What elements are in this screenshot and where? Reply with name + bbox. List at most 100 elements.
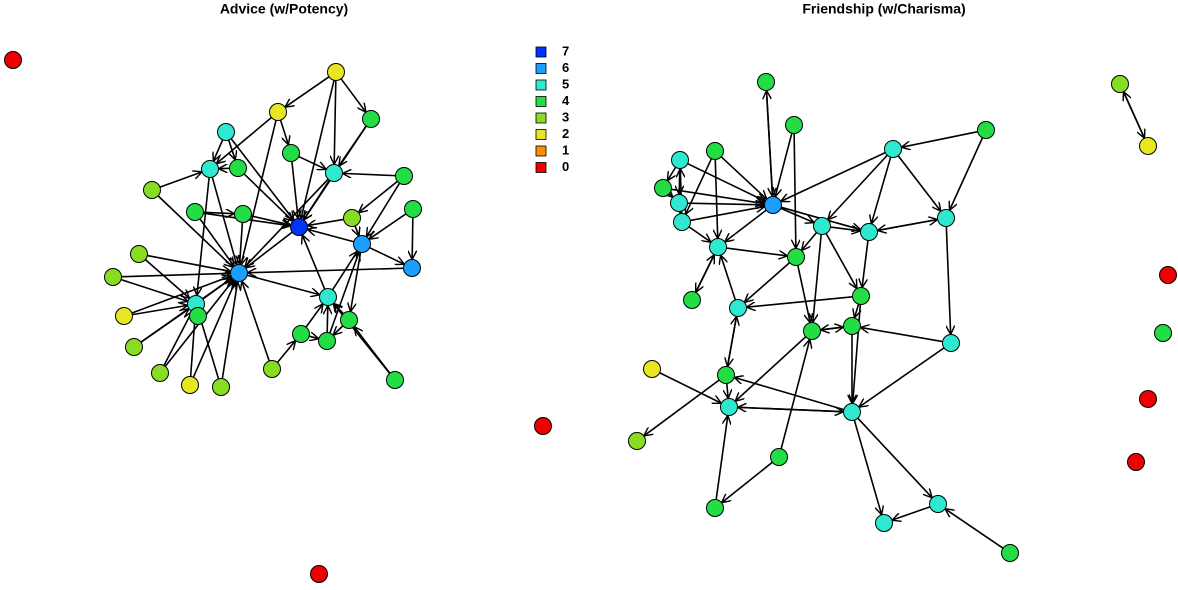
edge bbox=[950, 137, 984, 211]
edge bbox=[813, 234, 822, 322]
legend-label: 3 bbox=[562, 109, 569, 124]
node bbox=[977, 121, 995, 139]
edge bbox=[359, 180, 398, 212]
edge bbox=[695, 255, 715, 293]
node bbox=[186, 203, 204, 221]
node bbox=[318, 332, 336, 350]
node bbox=[212, 378, 230, 396]
legend-label: 4 bbox=[562, 93, 570, 108]
edge bbox=[715, 159, 717, 238]
edge bbox=[801, 231, 818, 251]
legend-label: 0 bbox=[562, 159, 569, 174]
node bbox=[813, 217, 831, 235]
node bbox=[189, 307, 207, 325]
edge bbox=[247, 267, 404, 273]
edge bbox=[857, 417, 932, 498]
edge bbox=[860, 327, 943, 343]
node bbox=[125, 338, 143, 356]
edge bbox=[854, 303, 858, 318]
edge bbox=[726, 247, 787, 256]
edge bbox=[366, 182, 401, 237]
node bbox=[884, 140, 902, 158]
node bbox=[395, 167, 413, 185]
legend-label: 5 bbox=[562, 76, 569, 91]
edge bbox=[242, 281, 270, 362]
edge bbox=[687, 203, 764, 205]
node bbox=[319, 288, 337, 306]
edge bbox=[746, 296, 853, 307]
advice-title: Advice (w/Potency) bbox=[220, 1, 348, 17]
edge bbox=[121, 273, 230, 276]
edge bbox=[726, 316, 736, 367]
edge bbox=[203, 212, 234, 213]
legend-swatch bbox=[535, 79, 547, 91]
node bbox=[263, 360, 281, 378]
edge bbox=[945, 226, 950, 334]
friendship-title: Friendship (w/Charisma) bbox=[802, 1, 965, 17]
edge bbox=[329, 252, 359, 334]
edge bbox=[877, 218, 938, 231]
edge bbox=[307, 218, 344, 225]
edge bbox=[687, 162, 766, 202]
edge bbox=[243, 173, 293, 221]
edge bbox=[871, 156, 892, 224]
legend-swatch bbox=[535, 145, 547, 157]
edge bbox=[227, 139, 236, 160]
edge bbox=[744, 262, 791, 303]
edge bbox=[251, 215, 290, 225]
node bbox=[292, 325, 310, 343]
node bbox=[709, 238, 727, 256]
node bbox=[1159, 266, 1177, 284]
legend-swatch bbox=[535, 129, 547, 140]
edge bbox=[828, 154, 888, 220]
legend: 7 65 43 21 0 bbox=[535, 43, 570, 174]
edge bbox=[217, 116, 272, 163]
node bbox=[1127, 453, 1145, 471]
node bbox=[343, 209, 361, 227]
node bbox=[1139, 390, 1157, 408]
node bbox=[671, 151, 689, 169]
edge bbox=[720, 156, 767, 199]
edge bbox=[307, 229, 355, 243]
edge bbox=[794, 133, 796, 248]
edge bbox=[350, 252, 362, 311]
edge bbox=[686, 158, 713, 215]
node bbox=[1111, 75, 1129, 93]
edge bbox=[781, 151, 886, 202]
edge bbox=[945, 509, 1004, 549]
edge bbox=[862, 240, 869, 287]
edge bbox=[342, 173, 396, 175]
node bbox=[764, 196, 782, 214]
edge bbox=[140, 309, 189, 343]
edge bbox=[669, 194, 673, 197]
node bbox=[130, 245, 148, 263]
edge bbox=[334, 80, 336, 164]
edge bbox=[298, 155, 327, 170]
edge bbox=[245, 178, 329, 267]
edge bbox=[199, 218, 234, 266]
node bbox=[706, 499, 724, 517]
node bbox=[229, 159, 247, 177]
legend-swatch bbox=[535, 96, 547, 107]
node bbox=[325, 164, 343, 182]
edge bbox=[246, 231, 293, 268]
edge bbox=[333, 304, 391, 374]
node bbox=[1139, 137, 1157, 155]
node bbox=[201, 160, 219, 178]
node bbox=[803, 322, 821, 340]
node bbox=[386, 371, 404, 389]
legend-label: 6 bbox=[562, 60, 569, 75]
edge bbox=[853, 419, 881, 515]
edge bbox=[690, 207, 764, 222]
legend-label: 1 bbox=[562, 142, 569, 157]
edge bbox=[1123, 92, 1146, 139]
edge bbox=[246, 274, 320, 295]
edge bbox=[340, 78, 366, 112]
node bbox=[1001, 544, 1019, 562]
node bbox=[353, 235, 371, 253]
node bbox=[654, 179, 672, 197]
node bbox=[942, 334, 960, 352]
edge bbox=[276, 341, 295, 363]
edge bbox=[333, 325, 344, 335]
node bbox=[770, 448, 788, 466]
